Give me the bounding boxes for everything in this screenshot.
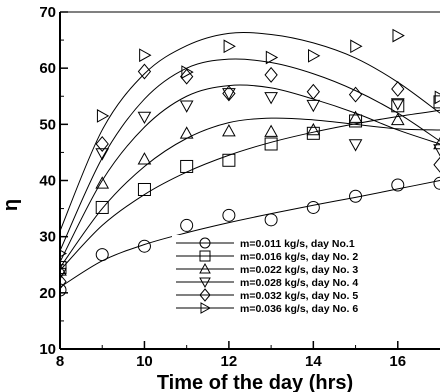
legend-marker: [200, 302, 212, 314]
data-point-series-1: [264, 213, 278, 227]
fit-curve-series-6: [60, 31, 440, 232]
y-axis-title: η: [0, 199, 22, 211]
data-point-series-1: [391, 178, 405, 192]
x-tick-label: 16: [389, 353, 406, 370]
data-point-series-2: [349, 114, 363, 128]
data-point-series-4: [433, 144, 440, 157]
data-point-series-5: [264, 66, 278, 83]
data-point-series-2: [391, 99, 405, 113]
data-point-series-5: [391, 80, 405, 97]
data-point-series-5: [306, 83, 320, 100]
legend-marker: [199, 250, 211, 262]
legend: m=0.011 kg/s, day No.1m=0.016 kg/s, day …: [172, 235, 438, 319]
data-point-series-3: [348, 110, 363, 123]
legend-label: m=0.016 kg/s, day No. 2: [240, 251, 358, 263]
fit-curve-series-2: [60, 109, 440, 271]
legend-label: m=0.011 kg/s, day No.1: [240, 238, 355, 250]
data-point-series-6: [223, 39, 236, 54]
data-point-series-2: [137, 182, 151, 196]
data-point-series-6: [350, 39, 363, 54]
data-point-series-2: [60, 261, 67, 275]
x-tick-label: 8: [56, 353, 64, 370]
legend-label: m=0.028 kg/s, day No. 4: [240, 277, 358, 289]
legend-marker: [199, 288, 211, 302]
legend-marker: [199, 262, 211, 274]
x-tick-label: 14: [305, 353, 322, 370]
legend-marker: [199, 277, 211, 289]
data-point-series-2: [222, 153, 236, 167]
data-point-series-4: [222, 88, 236, 101]
legend-marker: [199, 237, 211, 249]
data-point-series-6: [96, 109, 110, 123]
data-point-series-3: [390, 112, 405, 126]
x-axis-title: Time of the day (hrs): [157, 372, 353, 392]
y-tick-label: 30: [39, 229, 56, 246]
data-point-series-1: [222, 208, 236, 222]
legend-label: m=0.022 kg/s, day No. 3: [240, 264, 358, 276]
data-point-series-6: [392, 28, 405, 43]
y-tick-label: 40: [39, 173, 56, 190]
fit-curve-series-1: [60, 180, 440, 288]
data-point-series-1: [180, 218, 194, 232]
data-point-series-6: [139, 48, 152, 63]
data-point-series-4: [306, 99, 321, 113]
data-point-series-6: [308, 48, 321, 63]
data-point-series-1: [137, 239, 151, 253]
data-point-series-4: [348, 139, 363, 152]
data-point-series-3: [179, 126, 194, 139]
y-tick-label: 10: [39, 341, 56, 358]
data-point-series-5: [95, 136, 109, 152]
data-point-series-3: [60, 263, 67, 276]
y-tick-label: 60: [39, 60, 56, 77]
data-point-series-4: [60, 267, 67, 281]
y-tick-label: 70: [39, 4, 56, 21]
data-point-series-5: [180, 68, 194, 85]
data-point-series-5: [433, 156, 440, 173]
data-point-series-4: [390, 98, 405, 111]
data-point-series-2: [180, 159, 194, 173]
data-point-series-5: [222, 85, 236, 102]
y-tick-label: 20: [39, 285, 56, 302]
fit-curve-series-5: [60, 58, 440, 251]
series-group: [60, 28, 440, 297]
data-point-series-5: [137, 63, 152, 80]
x-tick-label: 10: [136, 353, 153, 370]
x-tick-label: 12: [221, 353, 238, 370]
data-point-series-4: [264, 92, 278, 105]
data-point-series-2: [433, 95, 440, 109]
data-point-series-4: [179, 100, 194, 113]
data-point-series-3: [264, 124, 278, 137]
data-point-series-2: [264, 137, 278, 151]
data-point-series-4: [137, 111, 152, 125]
y-tick-label: 50: [39, 116, 56, 133]
fit-curve-series-4: [60, 84, 440, 263]
data-point-series-4: [95, 148, 110, 161]
data-point-series-1: [60, 283, 67, 297]
data-point-series-2: [95, 200, 109, 214]
data-point-series-3: [306, 122, 321, 136]
data-point-series-1: [349, 189, 363, 203]
legend-box: [172, 235, 438, 319]
data-point-series-1: [433, 176, 440, 190]
data-point-series-1: [95, 248, 109, 262]
data-point-series-6: [265, 50, 279, 65]
legend-label: m=0.032 kg/s, day No. 5: [240, 290, 358, 302]
data-point-series-3: [222, 124, 236, 137]
data-point-series-6: [434, 90, 440, 105]
data-point-series-5: [348, 86, 363, 103]
data-point-series-6: [60, 249, 68, 258]
legend-label: m=0.036 kg/s, day No. 6: [240, 303, 358, 315]
fit-curve-series-3: [60, 117, 440, 268]
data-point-series-1: [306, 200, 320, 214]
data-point-series-2: [306, 126, 320, 140]
data-point-series-3: [137, 152, 152, 165]
data-point-series-5: [60, 273, 67, 290]
data-point-series-3: [95, 176, 110, 189]
data-point-series-6: [181, 65, 194, 79]
